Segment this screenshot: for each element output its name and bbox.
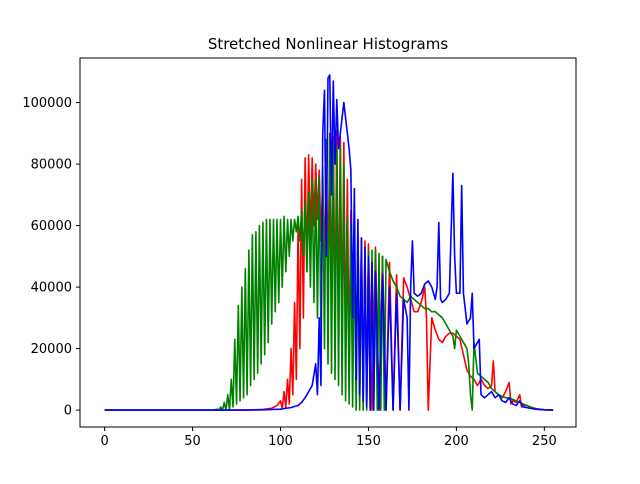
chart-title: Stretched Nonlinear Histograms (208, 35, 449, 53)
y-tick-label: 40000 (31, 281, 72, 296)
y-tick-label: 80000 (31, 158, 72, 173)
series-line-green (104, 135, 554, 411)
y-tick-label: 0 (64, 404, 72, 419)
y-tick-label: 100000 (22, 96, 72, 111)
x-tick-label: 150 (356, 434, 381, 449)
y-tick-label: 60000 (31, 219, 72, 234)
axes-frame (79, 57, 577, 428)
x-tick-label: 200 (444, 434, 469, 449)
y-tick-label: 20000 (31, 342, 72, 357)
x-tick-label: 0 (100, 434, 108, 449)
series-line-blue (104, 74, 554, 411)
x-tick-label: 50 (184, 434, 201, 449)
axes: 0 50 100 150 200 250 0 20000 40000 60000 80000 1000… (22, 57, 577, 449)
x-tick-label: 100 (268, 434, 293, 449)
x-tick-label: 250 (532, 434, 557, 449)
plot-area (104, 74, 554, 411)
